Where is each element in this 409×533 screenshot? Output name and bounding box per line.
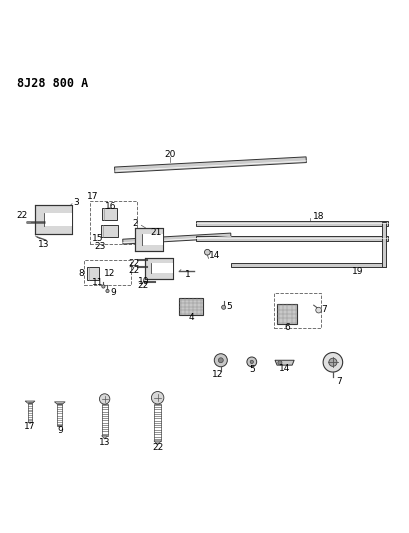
Text: 22: 22	[137, 281, 148, 290]
Bar	[44, 213, 72, 225]
Text: 2: 2	[133, 219, 138, 228]
Circle shape	[247, 357, 257, 367]
Polygon shape	[25, 401, 35, 403]
Circle shape	[316, 307, 321, 313]
Circle shape	[218, 358, 223, 362]
Text: 12: 12	[104, 269, 115, 278]
Text: 5: 5	[226, 302, 232, 311]
Text: 22: 22	[129, 266, 140, 275]
Text: 12: 12	[212, 369, 224, 378]
Bar	[142, 235, 163, 245]
Bar	[90, 201, 137, 244]
Bar	[84, 260, 131, 285]
Bar	[154, 404, 161, 441]
Text: 17: 17	[87, 192, 98, 201]
Text: 13: 13	[38, 239, 49, 248]
Bar	[135, 228, 163, 252]
Polygon shape	[54, 402, 65, 404]
Polygon shape	[196, 221, 388, 226]
Circle shape	[204, 249, 210, 255]
Text: 16: 16	[105, 201, 117, 211]
Circle shape	[102, 285, 105, 288]
Text: 19: 19	[352, 267, 363, 276]
Text: 3: 3	[73, 198, 79, 207]
Circle shape	[323, 352, 343, 372]
Polygon shape	[115, 157, 306, 173]
Text: 17: 17	[24, 422, 36, 431]
Bar	[101, 224, 118, 237]
Bar	[102, 208, 117, 221]
Circle shape	[250, 360, 254, 364]
Circle shape	[329, 358, 337, 366]
Text: 14: 14	[209, 251, 220, 260]
Text: 9: 9	[57, 426, 63, 435]
Bar	[179, 298, 203, 316]
Polygon shape	[382, 222, 386, 268]
Circle shape	[106, 289, 109, 293]
Bar	[145, 257, 173, 279]
Circle shape	[278, 361, 282, 365]
Polygon shape	[28, 422, 32, 423]
Bar	[35, 205, 72, 234]
Bar	[151, 263, 173, 273]
Text: 8J28 800 A: 8J28 800 A	[17, 77, 88, 90]
Bar	[57, 404, 62, 425]
Bar	[274, 293, 321, 328]
Polygon shape	[154, 441, 161, 445]
Polygon shape	[196, 236, 388, 241]
Text: 8: 8	[79, 269, 84, 278]
Text: 20: 20	[164, 150, 175, 159]
Text: 15: 15	[92, 235, 103, 243]
Text: 13: 13	[99, 438, 110, 447]
Polygon shape	[231, 263, 386, 268]
Bar	[87, 268, 99, 279]
Polygon shape	[57, 425, 62, 427]
Text: 23: 23	[94, 243, 106, 252]
Text: 1: 1	[185, 270, 191, 279]
Polygon shape	[123, 233, 231, 244]
Polygon shape	[275, 360, 294, 365]
Text: 7: 7	[336, 377, 342, 386]
Bar	[28, 403, 32, 422]
Text: 14: 14	[279, 365, 290, 373]
Bar	[277, 304, 297, 325]
Text: 9: 9	[110, 288, 116, 297]
Text: 22: 22	[16, 212, 27, 221]
Text: 21: 21	[150, 228, 161, 237]
Text: 6: 6	[284, 323, 290, 332]
Text: 18: 18	[313, 212, 324, 221]
Circle shape	[151, 392, 164, 404]
Circle shape	[214, 354, 227, 367]
Text: 4: 4	[188, 313, 194, 322]
Text: 7: 7	[321, 305, 327, 314]
Polygon shape	[101, 435, 108, 439]
Circle shape	[99, 394, 110, 404]
Text: 5: 5	[249, 365, 255, 374]
Text: 22: 22	[152, 443, 163, 453]
Text: 11: 11	[92, 278, 103, 287]
Circle shape	[222, 305, 226, 309]
Text: 10: 10	[137, 277, 149, 286]
Text: 22: 22	[129, 259, 140, 268]
Bar	[101, 404, 108, 435]
